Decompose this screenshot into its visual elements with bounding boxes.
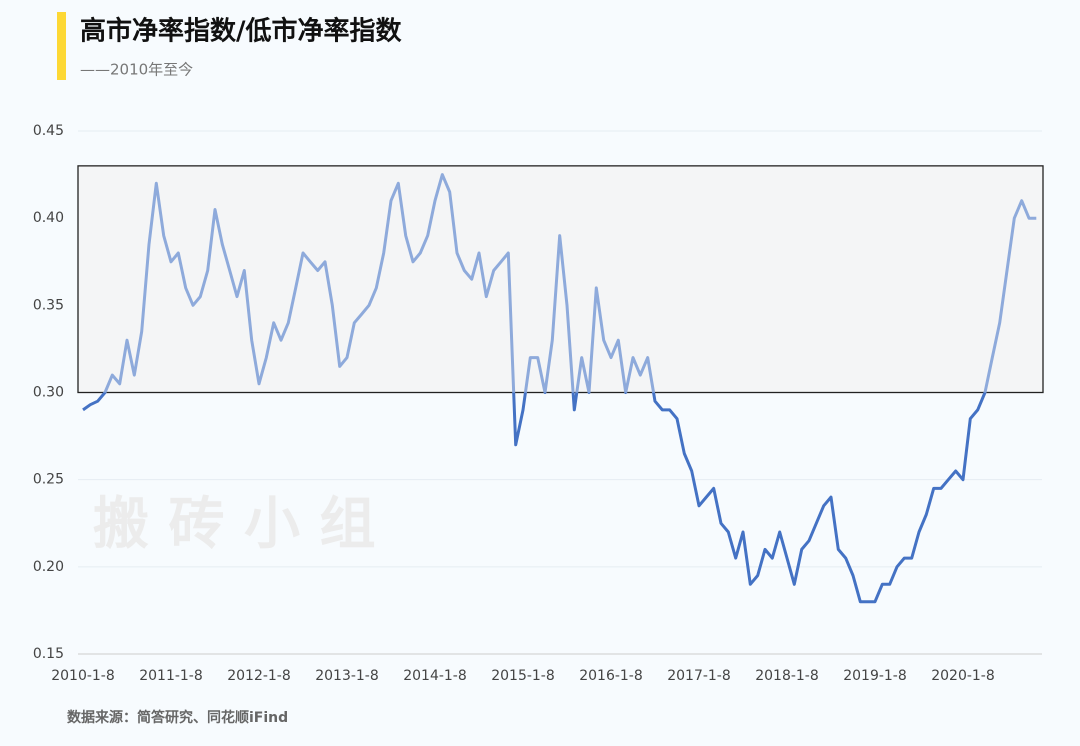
x-tick-label: 2016-1-8	[579, 668, 643, 684]
y-tick-label: 0.35	[33, 297, 64, 313]
source-note: 数据来源：简答研究、同花顺iFind	[67, 709, 288, 726]
chart-subtitle: ——2010年至今	[80, 61, 193, 79]
x-tick-label: 2015-1-8	[491, 668, 555, 684]
highlight-band	[77, 165, 1044, 394]
x-tick-label: 2010-1-8	[51, 668, 115, 684]
data-line	[82, 173, 1037, 604]
y-tick-label: 0.15	[33, 646, 64, 662]
title-accent	[57, 12, 66, 80]
x-tick-label: 2020-1-8	[931, 668, 995, 684]
x-tick-label: 2013-1-8	[315, 668, 379, 684]
y-tick-label: 0.20	[33, 559, 64, 575]
x-tick-label: 2011-1-8	[139, 668, 203, 684]
x-tick-label: 2017-1-8	[667, 668, 731, 684]
y-tick-label: 0.45	[33, 123, 64, 139]
watermark: 搬 砖 小 组	[93, 492, 376, 557]
y-tick-label: 0.40	[33, 210, 64, 226]
chart-title: 高市净率指数/低市净率指数	[80, 16, 402, 47]
x-tick-label: 2019-1-8	[843, 668, 907, 684]
x-tick-label: 2012-1-8	[227, 668, 291, 684]
y-tick-label: 0.30	[33, 385, 64, 401]
y-tick-label: 0.25	[33, 472, 64, 488]
x-tick-label: 2018-1-8	[755, 668, 819, 684]
x-tick-label: 2014-1-8	[403, 668, 467, 684]
